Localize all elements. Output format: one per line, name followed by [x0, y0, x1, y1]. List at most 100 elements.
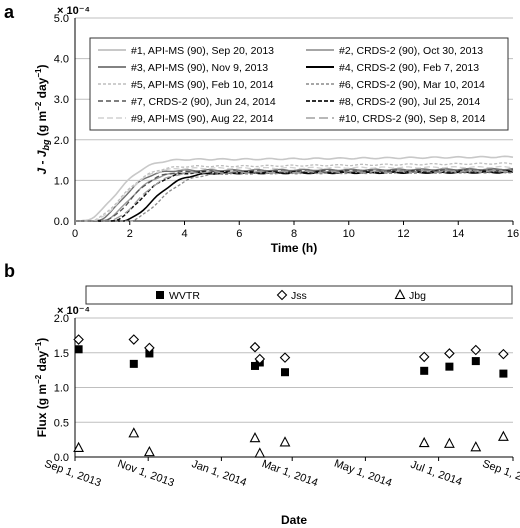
y-title-part: −1: [34, 341, 43, 351]
legend-label-9: #9, API-MS (90), Aug 22, 2014: [131, 113, 274, 125]
y-title-part: day: [35, 350, 49, 374]
x-tick-label: 10: [343, 228, 355, 240]
legend-box-b: [85, 285, 513, 305]
data-point-wvtr-7: [420, 366, 429, 375]
legend-marker-b-3: [394, 288, 406, 300]
data-point-jbg-1: [73, 441, 85, 453]
x-tick-label: 2: [127, 228, 133, 240]
data-point-jbg-9: [470, 441, 482, 452]
data-point-wvtr-10: [499, 369, 508, 378]
data-point-jss-9: [470, 344, 482, 356]
series-line-3: [75, 167, 514, 222]
legend-label-7: #7, CRDS-2 (90), Jun 24, 2014: [131, 96, 276, 108]
legend-label-b-3: Jbg: [409, 290, 426, 302]
y-tick-label: 5.0: [54, 13, 69, 25]
legend-label-3: #3, API-MS (90), Nov 9, 2013: [131, 62, 268, 74]
x-axis-title: Time (h): [271, 241, 317, 255]
legend-label-8: #8, CRDS-2 (90), Jul 25, 2014: [339, 96, 480, 108]
legend-box: [89, 37, 509, 131]
y-title-part: Flux (g m: [35, 384, 49, 437]
panel-a-chart: 0.0 1.0 2.0 3.0 4.0 5.0 0 2 4 6 8 10 12 14 16 × 10⁻⁴ Tim…: [34, 5, 519, 255]
y-axis-title-b: Flux (g m−2 day−1): [34, 338, 49, 438]
data-point-jss-1: [73, 334, 84, 345]
panel-b-chart: WVTR Jss Jbg × 10⁻⁴ 0.0 0.5 1.0 1.5 2.0 Sep 1, 20…: [34, 285, 520, 527]
y-multiplier: × 10⁻⁴: [57, 5, 90, 17]
y-tick-label-b: 1.5: [54, 348, 69, 360]
x-tick-label: 0: [72, 228, 78, 240]
legend-label-2: #2, CRDS-2 (90), Oct 30, 2013: [339, 45, 483, 57]
data-point-jbg-8: [443, 437, 455, 448]
y-tick-label-b: 0.5: [54, 417, 69, 429]
y-title-part: bg: [41, 139, 51, 150]
legend-marker-b-1: [156, 291, 164, 299]
legend-label-1: #1, API-MS (90), Sep 20, 2013: [131, 45, 274, 57]
series-line-7: [75, 169, 514, 222]
legend-label-b-1: WVTR: [169, 290, 200, 302]
series-line-5: [75, 162, 514, 222]
series-line-9: [75, 165, 514, 222]
data-point-jbg-3: [143, 445, 155, 457]
data-point-jbg-10: [497, 430, 509, 441]
data-point-jss-3: [144, 342, 155, 354]
x-tick-label-b: Jul 1, 2014: [409, 459, 464, 489]
x-tick-label-b: Mar 1, 2014: [260, 458, 319, 489]
x-tick-label: 8: [291, 228, 297, 240]
x-tick-label: 4: [181, 228, 187, 240]
series-line-1: [75, 155, 514, 222]
y-tick-label: 4.0: [54, 54, 69, 66]
legend-label-6: #6, CRDS-2 (90), Mar 10, 2014: [339, 79, 485, 91]
series-line-10: [75, 169, 514, 222]
y-tick-label: 2.0: [54, 135, 69, 147]
data-point-jss-4: [249, 341, 261, 353]
y-title-part: day: [35, 77, 49, 101]
y-title-part: J: [35, 167, 49, 174]
legend-label-b-2: Jss: [291, 290, 307, 302]
panel-b-label: b: [4, 261, 15, 281]
data-point-wvtr-3: [145, 349, 154, 358]
x-tick-label: 14: [452, 228, 464, 240]
y-tick-label: 3.0: [54, 94, 69, 106]
y-title-part: -: [35, 157, 49, 168]
series-line-8: [75, 170, 514, 222]
x-tick-label: 12: [397, 228, 409, 240]
y-title-part: −2: [34, 101, 43, 111]
y-tick-label-b: 1.0: [54, 383, 69, 395]
panel-a-label: a: [4, 2, 15, 22]
data-point-wvtr-9: [471, 357, 480, 366]
data-point-wvtr-1: [74, 345, 83, 354]
y-multiplier-b: × 10⁻⁴: [57, 305, 90, 317]
y-title-part: ): [35, 65, 49, 69]
data-point-jbg-4: [249, 432, 261, 443]
y-title-part: J: [35, 150, 49, 157]
x-tick-label: 16: [507, 228, 519, 240]
data-point-wvtr-6: [281, 368, 289, 377]
y-title-part: (g m: [35, 111, 49, 140]
data-point-jbg-7: [418, 436, 430, 448]
y-tick-label-b: 0.0: [54, 452, 69, 464]
data-point-jss-2: [128, 334, 140, 345]
data-point-wvtr-4: [251, 361, 259, 370]
x-tick-label-b: Jan 1, 2014: [190, 458, 248, 489]
data-point-jss-5: [254, 353, 266, 365]
y-axis-title: J - Jbg (g m−2 day−1): [34, 65, 51, 175]
y-tick-label-b: 2.0: [54, 313, 69, 325]
legend-label-4: #4, CRDS-2 (90), Feb 7, 2013: [339, 62, 479, 74]
data-point-jbg-5: [254, 447, 266, 458]
x-tick-label-b: Nov 1, 2013: [116, 458, 176, 490]
data-point-wvtr-8: [445, 362, 454, 371]
legend-label-5: #5, API-MS (90), Feb 10, 2014: [131, 79, 274, 91]
data-point-jss-6: [279, 352, 291, 363]
x-tick-label-b: May 1, 2014: [333, 458, 394, 490]
legend-label-10: #10, CRDS-2 (90), Sep 8, 2014: [339, 113, 486, 125]
y-tick-label: 0.0: [54, 216, 69, 228]
data-point-jss-8: [444, 348, 455, 359]
x-tick-label-b: Sep 1, 2014: [481, 458, 520, 490]
y-title-part: −1: [34, 68, 43, 78]
y-title-part: −2: [34, 374, 43, 384]
y-title-part: ): [35, 338, 49, 342]
x-tick-label: 6: [236, 228, 242, 240]
data-point-jss-7: [418, 351, 430, 363]
data-point-wvtr-2: [129, 359, 138, 368]
y-tick-label: 1.0: [54, 175, 69, 187]
